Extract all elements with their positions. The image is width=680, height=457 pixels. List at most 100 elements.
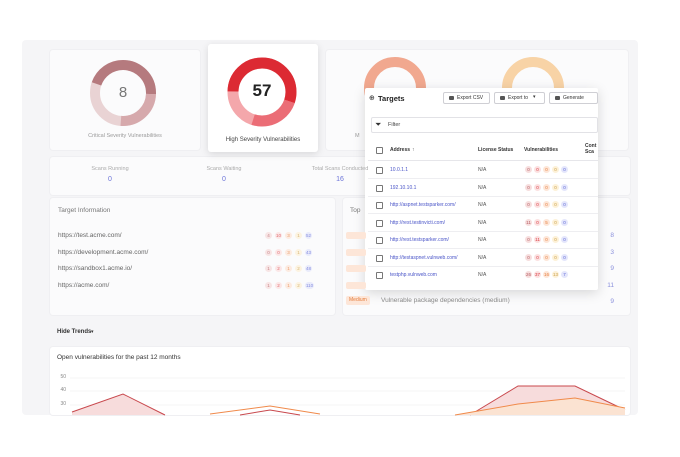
severity-badge: 0 — [552, 166, 559, 173]
severity-badge: 0 — [525, 201, 532, 208]
filter-icon: ⏷ — [375, 120, 382, 129]
target-address[interactable]: testphp.vulnweb.com — [390, 272, 437, 278]
severity-badge: 52 — [305, 232, 313, 239]
panel-title: Targets — [378, 94, 405, 103]
checkbox[interactable] — [376, 254, 383, 262]
severity-badge: 0 — [525, 183, 532, 191]
severity-badge: 1 — [265, 281, 272, 289]
checkbox[interactable] — [376, 147, 383, 154]
target-address[interactable]: http://aspnet.testsparker.com/ — [390, 202, 456, 208]
panel-icon: ⊕ — [369, 95, 375, 102]
row-divider — [368, 213, 598, 214]
target-address[interactable]: http://rest.testsparker.com/ — [390, 237, 449, 243]
target-address[interactable]: 10.0.1.1 — [390, 167, 409, 173]
trend-line — [71, 393, 166, 416]
severity-badge: 0 — [561, 201, 568, 208]
donut-segment — [227, 57, 297, 127]
top-badge — [346, 248, 366, 256]
severity-badge: 5 — [543, 218, 550, 226]
severity-badge: 110 — [305, 281, 315, 289]
license-status: N/A — [478, 237, 487, 243]
severity-badge: 0 — [561, 218, 568, 226]
checkbox[interactable] — [376, 237, 383, 244]
severity-badge: 4 — [265, 232, 272, 239]
license-status: N/A — [478, 184, 487, 191]
severity-badge: 1 — [295, 248, 302, 256]
trends-title: Open vulnerabilities for the past 12 mon… — [57, 354, 181, 361]
top-count: 9 — [610, 265, 614, 272]
filter-placeholder: Filter — [388, 122, 401, 128]
top-badge — [346, 265, 366, 272]
severity-badge: 0 — [561, 166, 568, 173]
row-divider — [368, 178, 598, 179]
stat-value: 16 — [336, 176, 344, 183]
severity-badge: 0 — [543, 253, 550, 261]
checkbox[interactable] — [376, 272, 383, 279]
severity-badge: 0 — [534, 201, 541, 208]
severity-badge: 0 — [543, 166, 550, 173]
medium-badge: Medium — [346, 296, 370, 305]
panel-button[interactable]: Export to — [494, 92, 545, 104]
row-divider — [368, 248, 598, 249]
top-count: 3 — [610, 248, 614, 256]
severity-badge: 16 — [543, 271, 551, 278]
severity-badge: 2 — [295, 281, 302, 289]
severity-badge: 43 — [305, 248, 313, 256]
section-title: Target Information — [58, 207, 111, 214]
button-icon — [555, 96, 560, 100]
severity-badge: 0 — [543, 236, 550, 243]
severity-badge: 0 — [543, 183, 550, 191]
filter-box[interactable] — [371, 117, 598, 133]
target-address[interactable]: 192.10.10.1 — [390, 184, 417, 191]
donut-high — [227, 57, 297, 127]
top-badge — [346, 281, 366, 289]
trend-line — [209, 405, 321, 415]
target-url: https://development.acme.com/ — [58, 248, 149, 256]
trend-area — [455, 398, 625, 415]
severity-badge: 13 — [552, 271, 560, 278]
severity-badge: 2 — [275, 265, 282, 272]
severity-badge: 0 — [525, 236, 532, 243]
checkbox[interactable] — [376, 167, 383, 174]
license-status: N/A — [478, 167, 487, 173]
severity-badge: 48 — [305, 265, 313, 272]
severity-badge: 1 — [285, 281, 292, 289]
table-header-line — [368, 160, 598, 161]
checkbox[interactable] — [376, 219, 383, 227]
top-item: Vulnerable package dependencies (medium) — [381, 297, 510, 304]
checkbox[interactable] — [376, 184, 383, 192]
top-badge — [346, 232, 366, 239]
trend-lines — [70, 377, 626, 416]
license-status: N/A — [478, 254, 487, 261]
panel-button[interactable]: Generate Reports — [549, 92, 598, 104]
checkbox[interactable] — [376, 202, 383, 209]
toggle-caret: ▾ — [91, 329, 94, 335]
row-divider — [368, 265, 598, 267]
trend-line — [454, 397, 626, 416]
y-tick-label: 50 — [60, 374, 66, 380]
severity-badge: 7 — [561, 271, 568, 278]
targets-panel — [365, 88, 598, 290]
target-url: https://acme.com/ — [58, 281, 110, 289]
row-divider — [368, 195, 598, 197]
donut-segment — [90, 60, 156, 126]
top-count: 8 — [610, 232, 614, 239]
severity-badge: 1 — [285, 265, 292, 272]
severity-badge: 0 — [552, 183, 559, 191]
panel-button[interactable]: Export CSV — [443, 92, 490, 104]
severity-badge: 0 — [534, 253, 541, 261]
stat-label: Scans Waiting — [206, 166, 242, 172]
target-info-card — [50, 198, 335, 315]
trends-toggle[interactable]: Hide Trends — [57, 329, 92, 335]
severity-badge: 3 — [285, 232, 292, 239]
column-header: Address — [390, 147, 411, 153]
target-address[interactable]: http://rest.testinvicti.com/ — [390, 219, 446, 226]
row-divider — [368, 230, 598, 232]
severity-badge: 0 — [561, 253, 568, 261]
target-address[interactable]: http://testaspnet.vulnweb.com/ — [390, 254, 458, 261]
stat-label: Total Scans Conducted — [311, 166, 369, 172]
severity-badge: 0 — [552, 201, 559, 208]
severity-badge: 1 — [295, 232, 302, 239]
stat-value: 0 — [222, 176, 226, 183]
